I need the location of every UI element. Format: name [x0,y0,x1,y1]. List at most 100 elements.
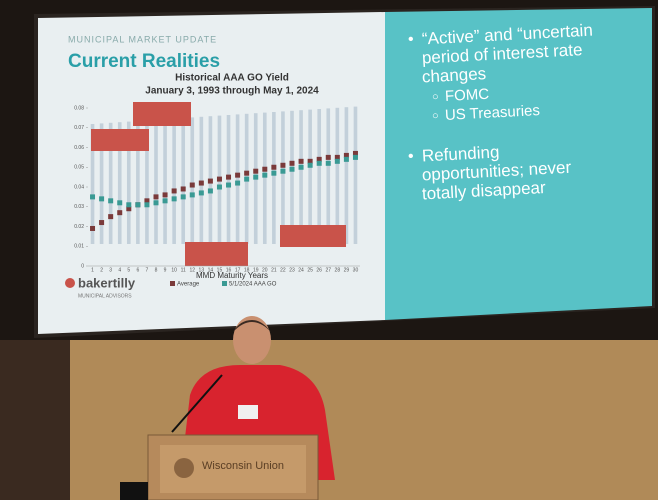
marker [108,198,113,203]
range-column [326,108,330,244]
marker [253,175,258,180]
marker [163,192,168,197]
callout [185,242,248,266]
marker [226,175,231,180]
chart-subtitle: January 3, 1993 through May 1, 2024 [145,86,319,97]
legend-label: Average [177,282,200,288]
y-tick-label: 0.02 [74,224,84,230]
range-column [281,111,285,244]
x-tick-label: 8 [155,267,158,273]
marker [244,177,249,182]
range-column [263,113,267,244]
marker [299,159,304,164]
bullet-text: changes [421,64,486,86]
marker [199,181,204,186]
range-column [172,119,176,244]
marker [154,200,159,205]
x-tick-label: 2 [100,267,103,273]
slide-title: Current Realities [68,51,220,72]
slide-kicker: MUNICIPAL MARKET UPDATE [68,34,217,44]
marker [299,165,304,170]
y-tick-label: 0.04 [74,184,84,190]
x-tick-label: 1 [91,267,94,273]
side-wall [0,340,70,500]
x-tick-label: 13 [199,267,205,273]
x-tick-label: 23 [289,267,295,273]
marker [235,173,240,178]
range-column [317,109,321,244]
y-tick-label: 0.01 [74,244,84,250]
marker [253,169,258,174]
logo-mark [65,278,75,288]
y-tick-label: 0 [81,263,84,269]
logo: bakertilly [78,275,136,290]
x-tick-label: 5 [127,267,130,273]
range-column [290,111,294,244]
range-column [299,110,303,244]
marker [99,196,104,201]
marker [190,192,195,197]
x-tick-label: 12 [189,267,195,273]
badge [238,405,258,419]
callout [91,129,149,151]
marker [117,210,122,215]
range-column [345,107,349,244]
y-tick-label: 0.05 [74,165,84,171]
marker [353,155,358,160]
callout [133,102,191,126]
page: MUNICIPAL MARKET UPDATE Current Realitie… [0,0,658,500]
range-column [154,120,158,244]
chair [120,482,148,500]
marker [262,167,267,172]
x-tick-label: 28 [335,267,341,273]
sub-bullet-text: FOMC [445,86,490,105]
marker [172,188,177,193]
x-tick-label: 17 [235,267,241,273]
marker [335,159,340,164]
x-tick-label: 7 [146,267,149,273]
x-tick-label: 29 [344,267,350,273]
x-tick-label: 22 [280,267,286,273]
sub-dot: ○ [432,110,439,122]
bullet-dot: • [408,31,414,48]
marker [172,196,177,201]
marker [344,157,349,162]
marker [135,202,140,207]
marker [208,179,213,184]
marker [262,173,267,178]
speaker-head [233,316,271,364]
marker [244,171,249,176]
marker [290,167,295,172]
x-tick-label: 25 [307,267,313,273]
x-tick-label: 18 [244,267,250,273]
podium-seal [174,458,194,478]
marker [154,194,159,199]
x-tick-label: 3 [109,267,112,273]
range-column [354,107,358,244]
marker [190,183,195,188]
x-tick-label: 27 [325,267,331,273]
marker [99,220,104,225]
x-tick-label: 26 [316,267,322,273]
marker [90,226,95,231]
legend-label: 5/1/2024 AAA GO [229,282,277,288]
marker [217,185,222,190]
legend-swatch [170,281,175,286]
range-column [181,118,185,244]
marker [326,155,331,160]
x-tick-label: 16 [226,267,232,273]
range-column [308,110,312,244]
legend-swatch [222,281,227,286]
marker [144,202,149,207]
marker [208,188,213,193]
y-tick-label: 0.03 [74,204,84,210]
marker [326,161,331,166]
marker [90,194,95,199]
marker [226,183,231,188]
x-tick-label: 11 [181,267,186,273]
marker [181,194,186,199]
x-tick-label: 30 [353,267,359,273]
x-tick-label: 15 [217,267,223,273]
marker [280,163,285,168]
marker [181,186,186,191]
